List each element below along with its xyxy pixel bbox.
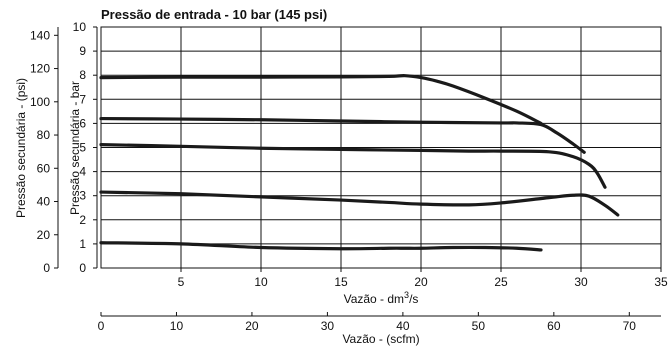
y-axis-bar-tick-label: 0 [79,261,86,275]
y-axis-bar-tick-label: 9 [79,44,86,58]
y-axis-bar-tick-label: 6 [79,116,86,130]
y-axis-psi-tick-label: 120 [30,62,50,76]
x-axis-dm-tick-label: 15 [334,275,348,289]
y-axis-psi-tick-label: 60 [37,161,51,175]
x-axis-scfm-tick-label: 30 [321,319,335,333]
x-axis-scfm-tick-label: 0 [98,319,105,333]
x-axis-dm-tick-label: 25 [494,275,508,289]
x-axis-dm-tick-label: 5 [178,275,185,289]
x-axis-dm-tick-label: 30 [574,275,588,289]
pressure-curve-2 [99,190,620,217]
curves-layer [99,74,620,252]
plot-frame [100,26,662,269]
y-axis-psi-label: Pressão secundária - (psi) [14,78,28,218]
y-axis-bar-tick-label: 10 [73,20,87,34]
x-axis-secondary-label: Vazão - (scfm) [342,332,419,346]
x-axis-dm3s: 5 10 15 20 25 30 35 [178,268,668,289]
x-axis-scfm-tick-label: 50 [472,319,486,333]
x-axis-scfm-tick-label: 60 [547,319,561,333]
pressure-curve-3 [99,143,607,189]
y-axis-psi-tick-label: 80 [37,128,51,142]
y-axis-bar-tick-label: 4 [79,165,86,179]
x-axis-scfm-tick-label: 40 [396,319,410,333]
y-axis-bar-tick-label: 3 [79,189,86,203]
chart-title: Pressão de entrada - 10 bar (145 psi) [101,7,327,22]
x-axis-dm-tick-label: 35 [654,275,668,289]
y-axis-psi: 0 20 40 60 80 100 120 140 [30,27,59,275]
x-axis-primary-label: Vazão - dm3/s [344,290,419,306]
y-axis-bar: 0 1 2 3 4 5 6 7 8 9 10 [73,20,98,275]
pressure-curve-5 [99,74,543,125]
x-axis-scfm-tick-label: 10 [170,319,184,333]
y-axis-bar-tick-label: 2 [79,213,86,227]
y-axis-psi-tick-label: 40 [37,195,51,209]
x-axis-scfm-tick-label: 70 [623,319,637,333]
y-axis-psi-tick-label: 20 [37,228,51,242]
y-axis-bar-tick-label: 5 [79,141,86,155]
x-axis-scfm: 0 10 20 30 40 50 60 70 [98,312,661,333]
y-axis-psi-tick-label: 0 [43,261,50,275]
x-axis-dm-tick-label: 10 [254,275,268,289]
x-axis-scfm-tick-label: 20 [245,319,259,333]
y-axis-bar-tick-label: 1 [79,237,86,251]
pressure-curve-1 [99,241,543,252]
y-axis-psi-tick-label: 140 [30,28,50,42]
y-axis-bar-label: Pressão secundária - bar [68,81,82,215]
y-axis-bar-tick-label: 8 [79,68,86,82]
x-axis-dm-tick-label: 20 [414,275,428,289]
pressure-curve-4 [99,116,586,154]
y-axis-psi-tick-label: 100 [30,95,50,109]
y-axis-bar-tick-label: 7 [79,92,86,106]
